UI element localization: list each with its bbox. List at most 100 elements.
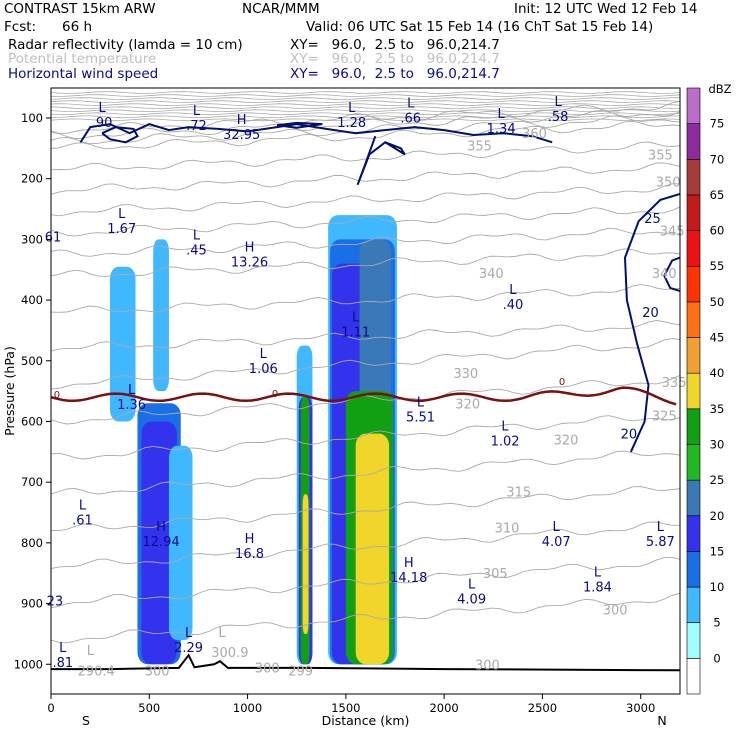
extremum-value-7: 1.67	[107, 222, 136, 237]
colorbar-box-0	[686, 658, 701, 695]
colorbar-box-8	[686, 372, 701, 410]
theta-contour-3	[51, 486, 680, 532]
theta-label-3: 305	[483, 567, 508, 582]
extremum-value-18: 16.8	[235, 547, 264, 562]
extremum-value-13: 1.36	[117, 398, 146, 413]
extremum-value-14: 5.51	[406, 410, 435, 425]
theta-label-13: 350	[656, 176, 681, 191]
extremum-value-9: 13.26	[231, 256, 268, 271]
extremum-value-21: 14.18	[390, 571, 427, 586]
extremum-marker-11: L	[352, 310, 360, 325]
y-tick-label-6: 700	[21, 475, 43, 489]
extremum-value-16: .61	[72, 514, 93, 529]
freezing-level-label-2: 0	[559, 377, 565, 388]
theta-contour-5	[51, 415, 680, 460]
theta-upper-contour-3	[51, 100, 680, 103]
extremum-marker-19: L	[553, 520, 561, 535]
extremum-marker-2: H	[237, 113, 247, 128]
extremum-marker-21: H	[404, 556, 414, 571]
wind-speed-contour-1	[101, 126, 139, 144]
y-tick-label-3: 400	[21, 293, 43, 307]
theta-upper-contour-0	[51, 91, 680, 94]
colorbar-box-13	[686, 194, 701, 231]
colorbar-box-11	[686, 265, 701, 303]
x-end-label-north: N	[657, 713, 666, 728]
colorbar-box-3	[686, 551, 701, 588]
xy-theta: XY= 96.0, 2.5 to 96.0,214.7	[290, 51, 500, 67]
extremum-marker-13: L	[128, 383, 136, 398]
theta-contour-7	[51, 338, 680, 390]
colorbar-level-3: 15	[710, 544, 725, 558]
extremum-marker-22: L	[594, 565, 602, 580]
colorbar-level-9: 45	[710, 331, 725, 345]
theta-label-1: 300	[475, 658, 500, 673]
theta-contour-15	[51, 141, 680, 171]
extremum-value-2: 32.95	[223, 128, 260, 143]
theta-label-17: 290.4	[78, 664, 115, 679]
theta-label-18: 300	[145, 664, 170, 679]
colorbar-level-2: 10	[710, 580, 725, 594]
x-axis-title: Distance (km)	[322, 713, 410, 728]
theta-upper-contour-1	[51, 94, 680, 97]
extremum-marker-0: L	[98, 101, 106, 116]
theta-upper-contour-6	[51, 109, 680, 113]
theta-upper-contour-9	[51, 118, 680, 122]
x-tick-label-5: 2500	[528, 701, 557, 715]
extremum-marker-5: L	[498, 107, 506, 122]
wind-label-1: 20	[642, 306, 659, 321]
y-tick-label-8: 900	[21, 597, 43, 611]
extremum-marker-24: L	[185, 626, 193, 641]
extremum-value-4: .66	[400, 112, 421, 127]
extremum-value-20: 5.87	[646, 535, 675, 550]
extremum-marker-27: L	[87, 644, 95, 659]
theta-contour-11	[51, 227, 680, 257]
extremum-value-24: 2.29	[174, 641, 203, 656]
extremum-value-22: 1.84	[583, 580, 612, 595]
reflectivity-cell-8	[302, 494, 309, 634]
extremum-marker-25: L	[59, 641, 67, 656]
extremum-marker-7: L	[118, 207, 126, 222]
chart-title: CONTRAST 15km ARW	[4, 1, 156, 17]
colorbar-box-15	[686, 123, 701, 160]
extremum-value-12: 1.06	[249, 362, 278, 377]
theta-upper-contour-8	[51, 115, 680, 119]
x-tick-label-0: 0	[47, 701, 54, 715]
org-label: NCAR/MMM	[242, 1, 320, 17]
wind-speed-contour-3	[356, 135, 406, 186]
theta-contour-13	[51, 183, 680, 217]
colorbar-level-1: 5	[713, 616, 720, 630]
theta-label-20: 299	[288, 664, 313, 679]
extremum-value-3: 1.28	[337, 116, 366, 131]
colorbar-level-11: 55	[710, 259, 725, 273]
extremum-marker-17: H	[156, 520, 166, 535]
extremum-value-5: 1.34	[487, 122, 516, 137]
extremum-marker-8: L	[193, 228, 201, 243]
theta-contour-4	[51, 450, 680, 495]
terrain-line	[51, 653, 680, 672]
theta-label-15: 355	[648, 148, 673, 163]
extremum-marker-6: L	[555, 95, 563, 110]
wind-label-0: 25	[644, 212, 661, 227]
theta-label-10: 340	[479, 267, 504, 282]
theta-label-4: 310	[495, 522, 520, 537]
y-axis-title: Pressure (hPa)	[2, 346, 17, 436]
theta-label-2: 300	[603, 604, 628, 619]
extremum-marker-3: L	[348, 101, 356, 116]
colorbar-level-0: 0	[713, 651, 720, 665]
init-time: Init: 12 UTC Wed 12 Feb 14	[514, 1, 698, 17]
freezing-level-label-0: 0	[54, 390, 60, 401]
fcst-label: Fcst:	[4, 19, 37, 35]
valid-time: Valid: 06 UTC Sat 15 Feb 14 (16 ChT Sat …	[306, 19, 654, 35]
y-tick-label-5: 600	[21, 414, 43, 428]
field-theta: Potential temperature	[8, 51, 157, 67]
colorbar-box-12	[686, 230, 701, 267]
extremum-value-0: .90	[92, 116, 113, 131]
theta-label-12: 345	[660, 224, 685, 239]
wind-speed-contour-5	[663, 256, 680, 292]
theta-upper-contour-4	[51, 103, 680, 107]
theta-contour-18	[51, 109, 680, 139]
xy-reflectivity: XY= 96.0, 2.5 to 96.0,214.7	[290, 37, 500, 53]
reflectivity-cell-0	[109, 266, 136, 422]
reflectivity-cell-4	[168, 445, 193, 640]
theta-upper-contour-5	[51, 106, 680, 110]
